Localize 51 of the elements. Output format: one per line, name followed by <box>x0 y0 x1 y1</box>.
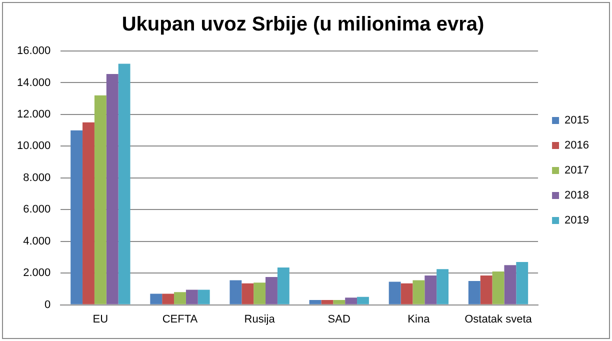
bar <box>106 74 118 304</box>
y-tick-label: 10.000 <box>16 140 51 152</box>
bar <box>357 296 369 304</box>
y-tick-label: 16.000 <box>16 45 51 58</box>
bar <box>70 130 83 304</box>
bar <box>118 64 130 304</box>
bar <box>150 294 162 304</box>
bar <box>468 281 480 304</box>
x-tick-label: Ostatak sveta <box>464 313 533 326</box>
y-tick-label: 8.000 <box>23 172 51 184</box>
y-tick-label: 14.000 <box>16 76 51 89</box>
bar <box>388 282 401 304</box>
y-tick-label: 12.000 <box>16 108 51 120</box>
legend-label: 2018 <box>564 190 590 202</box>
y-tick-label: 6.000 <box>23 204 51 216</box>
bar <box>186 290 198 304</box>
bar <box>504 265 516 304</box>
bar <box>266 277 278 304</box>
bar <box>492 271 504 304</box>
bar <box>480 275 492 304</box>
bar <box>162 294 174 304</box>
bar <box>254 282 266 304</box>
x-tick-label: Kina <box>408 313 431 326</box>
bar <box>94 95 106 304</box>
bar <box>412 280 425 304</box>
bar <box>516 262 528 304</box>
bar <box>309 300 322 304</box>
chart-title: Ukupan uvoz Srbije (u milionima evra) <box>122 14 484 36</box>
x-tick-label: CEFTA <box>162 313 198 326</box>
bar <box>174 292 186 304</box>
x-tick-label: Rusija <box>244 313 276 326</box>
bar <box>400 283 413 304</box>
bar <box>230 280 242 304</box>
legend-label: 2016 <box>564 140 590 152</box>
bar <box>436 269 449 304</box>
bar <box>424 275 437 304</box>
y-tick-label: 2.000 <box>23 267 51 280</box>
bar <box>277 268 290 304</box>
bar <box>333 300 346 304</box>
legend-label: 2019 <box>564 214 590 227</box>
y-tick-label: 4.000 <box>23 235 51 248</box>
bar <box>321 300 334 304</box>
bar <box>345 298 358 304</box>
x-tick-label: EU <box>92 313 108 326</box>
bar <box>82 122 94 304</box>
legend-label: 2015 <box>564 114 590 127</box>
legend-label: 2017 <box>564 164 590 177</box>
y-tick-label: 0 <box>44 298 51 311</box>
bar <box>198 290 210 304</box>
bar <box>242 283 254 304</box>
x-tick-label: SAD <box>328 313 350 326</box>
